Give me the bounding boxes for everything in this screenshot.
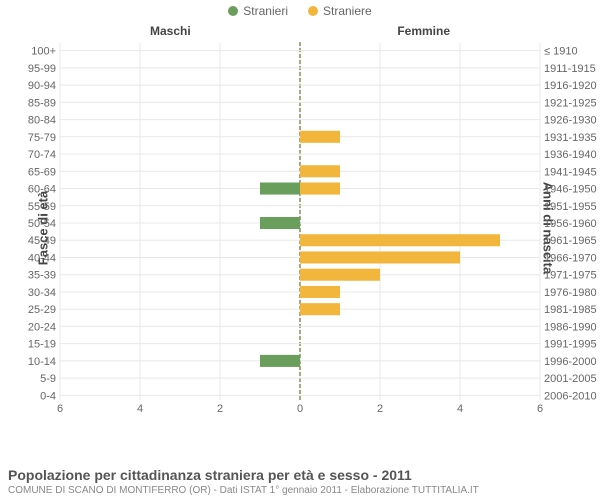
legend-item-male: Stranieri — [228, 4, 288, 18]
x-tick-label: 2 — [377, 403, 383, 415]
age-label: 10-14 — [28, 356, 56, 368]
panel-title-left: Maschi — [150, 24, 191, 38]
birth-label: ≤ 1910 — [544, 46, 578, 58]
x-tick-label: 4 — [137, 403, 143, 415]
legend-swatch-male — [228, 6, 238, 16]
panel-title-right: Femmine — [397, 24, 450, 38]
bar-male — [260, 217, 300, 229]
x-tick-label: 2 — [217, 403, 223, 415]
chart-area: Maschi Femmine Fasce di età Anni di nasc… — [0, 18, 600, 438]
birth-label: 1956-1960 — [544, 218, 597, 230]
bar-female — [300, 234, 500, 246]
birth-label: 1916-1920 — [544, 80, 597, 92]
birth-label: 1966-1970 — [544, 252, 597, 264]
age-label: 5-9 — [40, 373, 56, 385]
legend-swatch-female — [308, 6, 318, 16]
x-tick-label: 0 — [297, 403, 303, 415]
legend-label-female: Straniere — [323, 4, 372, 18]
x-tick-label: 6 — [57, 403, 63, 415]
legend-label-male: Stranieri — [243, 4, 288, 18]
age-label: 65-69 — [28, 166, 56, 178]
bar-female — [300, 182, 340, 194]
age-label: 35-39 — [28, 270, 56, 282]
age-label: 85-89 — [28, 97, 56, 109]
age-label: 75-79 — [28, 132, 56, 144]
age-label: 15-19 — [28, 339, 56, 351]
birth-label: 1941-1945 — [544, 166, 597, 178]
legend: Stranieri Straniere — [0, 0, 600, 18]
bar-female — [300, 303, 340, 315]
age-label: 100+ — [31, 46, 56, 58]
x-tick-label: 4 — [457, 403, 463, 415]
birth-label: 1931-1935 — [544, 132, 597, 144]
age-label: 30-34 — [28, 287, 56, 299]
caption-subtitle: COMUNE DI SCANO DI MONTIFERRO (OR) - Dat… — [8, 485, 592, 496]
birth-label: 1981-1985 — [544, 304, 597, 316]
bar-female — [300, 131, 340, 143]
plot-region: 100+≤ 191095-991911-191590-941916-192085… — [60, 42, 540, 414]
age-label: 90-94 — [28, 80, 56, 92]
birth-label: 1951-1955 — [544, 201, 597, 213]
age-label: 60-64 — [28, 184, 56, 196]
bar-female — [300, 269, 380, 281]
age-label: 20-24 — [28, 321, 56, 333]
caption-title: Popolazione per cittadinanza straniera p… — [8, 467, 592, 483]
footer: Popolazione per cittadinanza straniera p… — [8, 467, 592, 496]
age-label: 40-44 — [28, 252, 56, 264]
birth-label: 1971-1975 — [544, 270, 597, 282]
age-label: 70-74 — [28, 149, 56, 161]
birth-label: 1986-1990 — [544, 321, 597, 333]
bar-female — [300, 251, 460, 263]
bar-male — [260, 182, 300, 194]
age-label: 80-84 — [28, 115, 56, 127]
birth-label: 1976-1980 — [544, 287, 597, 299]
age-label: 50-54 — [28, 218, 56, 230]
age-label: 45-49 — [28, 235, 56, 247]
age-label: 95-99 — [28, 63, 56, 75]
birth-label: 1936-1940 — [544, 149, 597, 161]
plot-svg: 100+≤ 191095-991911-191590-941916-192085… — [60, 42, 540, 414]
birth-label: 1926-1930 — [544, 115, 597, 127]
birth-label: 2006-2010 — [544, 390, 597, 402]
x-tick-label: 6 — [537, 403, 543, 415]
age-label: 55-59 — [28, 201, 56, 213]
birth-label: 1961-1965 — [544, 235, 597, 247]
bar-female — [300, 286, 340, 298]
age-label: 25-29 — [28, 304, 56, 316]
bar-male — [260, 355, 300, 367]
birth-label: 1996-2000 — [544, 356, 597, 368]
birth-label: 1921-1925 — [544, 97, 597, 109]
birth-label: 1991-1995 — [544, 339, 597, 351]
legend-item-female: Straniere — [308, 4, 372, 18]
birth-label: 1911-1915 — [544, 63, 596, 75]
age-label: 0-4 — [40, 390, 56, 402]
bar-female — [300, 165, 340, 177]
birth-label: 1946-1950 — [544, 184, 597, 196]
birth-label: 2001-2005 — [544, 373, 597, 385]
